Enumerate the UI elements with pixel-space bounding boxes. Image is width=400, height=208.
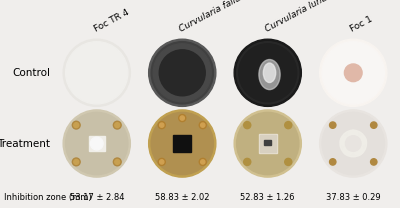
Circle shape: [113, 158, 121, 166]
Bar: [89, 136, 104, 151]
Circle shape: [74, 159, 79, 164]
Circle shape: [344, 64, 362, 82]
Circle shape: [199, 158, 206, 165]
Circle shape: [285, 122, 292, 129]
Text: Curvularia lunata: Curvularia lunata: [264, 0, 337, 33]
Circle shape: [322, 42, 384, 104]
Circle shape: [346, 136, 361, 151]
Text: 52.83 ± 1.26: 52.83 ± 1.26: [240, 193, 295, 202]
Circle shape: [149, 39, 216, 106]
Ellipse shape: [340, 130, 358, 145]
Circle shape: [68, 44, 126, 102]
Circle shape: [370, 159, 377, 165]
Text: Foc 1: Foc 1: [349, 14, 374, 33]
Text: 58.83 ± 2.02: 58.83 ± 2.02: [155, 193, 210, 202]
Circle shape: [74, 123, 79, 128]
Bar: [260, 135, 276, 152]
Ellipse shape: [344, 144, 363, 157]
Circle shape: [179, 115, 186, 122]
Text: Foc TR 4: Foc TR 4: [92, 7, 130, 33]
Circle shape: [115, 159, 120, 164]
Circle shape: [237, 42, 299, 104]
Circle shape: [151, 112, 213, 175]
Circle shape: [72, 121, 80, 129]
Bar: [258, 134, 277, 154]
Text: 37.83 ± 0.29: 37.83 ± 0.29: [326, 193, 380, 202]
Circle shape: [320, 110, 387, 177]
Circle shape: [158, 158, 165, 165]
Circle shape: [234, 39, 301, 106]
Circle shape: [90, 137, 103, 150]
Ellipse shape: [353, 136, 366, 155]
Circle shape: [201, 160, 205, 164]
Circle shape: [324, 44, 382, 102]
Circle shape: [322, 112, 384, 175]
Circle shape: [244, 122, 251, 129]
Circle shape: [330, 159, 336, 165]
Circle shape: [239, 44, 297, 102]
Circle shape: [113, 121, 121, 129]
Circle shape: [149, 110, 216, 177]
Ellipse shape: [259, 59, 280, 90]
Circle shape: [199, 122, 206, 129]
Circle shape: [115, 123, 120, 128]
Circle shape: [63, 110, 130, 177]
Bar: [174, 135, 191, 152]
Text: Treatment: Treatment: [0, 139, 50, 149]
Circle shape: [201, 123, 205, 127]
Circle shape: [370, 122, 377, 128]
Ellipse shape: [263, 63, 276, 83]
Text: Control: Control: [12, 68, 50, 78]
Circle shape: [160, 123, 164, 127]
Circle shape: [66, 112, 128, 175]
Ellipse shape: [340, 136, 353, 155]
Ellipse shape: [349, 130, 366, 145]
Text: 53.17 ± 2.84: 53.17 ± 2.84: [70, 193, 124, 202]
Circle shape: [234, 110, 301, 177]
Circle shape: [66, 42, 128, 104]
Circle shape: [320, 39, 387, 106]
Circle shape: [72, 158, 80, 166]
Text: Inhibition zone (mm): Inhibition zone (mm): [4, 193, 92, 202]
Circle shape: [285, 158, 292, 165]
Circle shape: [63, 39, 130, 106]
Circle shape: [151, 42, 213, 104]
Bar: [264, 140, 271, 145]
Circle shape: [160, 160, 164, 164]
Circle shape: [330, 122, 336, 128]
Circle shape: [180, 116, 184, 120]
Circle shape: [153, 44, 211, 102]
Text: Curvularia fallax: Curvularia fallax: [178, 0, 248, 33]
Circle shape: [159, 50, 205, 96]
Circle shape: [158, 122, 165, 129]
Circle shape: [244, 158, 251, 165]
Circle shape: [237, 112, 299, 175]
